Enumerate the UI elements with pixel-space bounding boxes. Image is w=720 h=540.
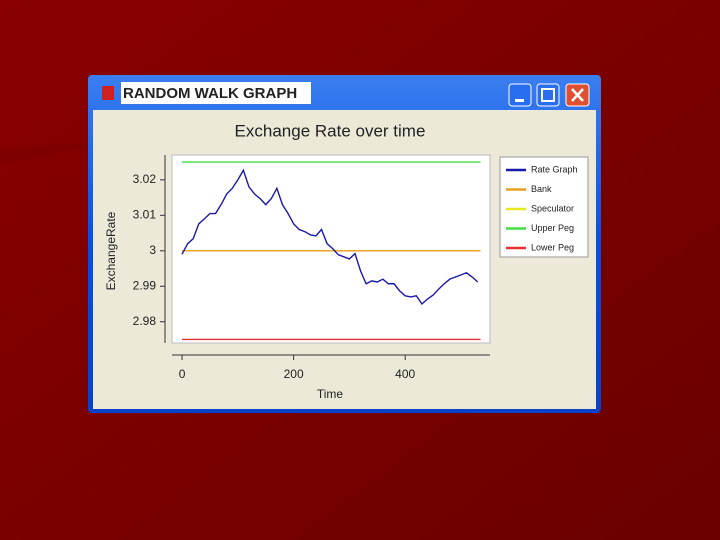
legend-label: Upper Peg [531,223,574,233]
y-tick-label: 2.98 [133,314,157,328]
window-title: RANDOM WALK GRAPH [123,85,297,102]
maximize-glyph [541,88,555,102]
plot-area [171,154,491,344]
window-buttons[interactable] [508,83,590,107]
x-axis-label: Time [317,387,344,401]
y-tick-label: 3.02 [133,172,157,186]
y-tick-label: 3.01 [133,207,157,221]
minimize-button[interactable] [508,83,532,107]
legend-label: Rate Graph [531,164,578,174]
window-icon [102,86,114,100]
x-tick-label: 400 [395,367,415,381]
chart-title: Exchange Rate over time [235,121,426,140]
chart-layer: 2.98 2.99 3 3.01 3.02 0 200 400 Rate Graph Bank Sp… [133,161,578,381]
legend-label: Lower Peg [531,242,574,252]
legend-label: Speculator [531,203,574,213]
y-axis-label: ExchangeRate [104,211,118,290]
x-tick-label: 200 [284,367,304,381]
title-highlight [121,82,311,104]
maximize-button[interactable] [536,83,560,107]
legend-label: Bank [531,184,552,194]
legend-box [499,156,589,258]
close-glyph [571,88,584,102]
minimize-glyph [515,99,524,102]
series-line [181,168,479,306]
y-tick-label: 3 [149,243,156,257]
y-tick-label: 2.99 [133,278,157,292]
x-tick-label: 0 [179,367,186,381]
